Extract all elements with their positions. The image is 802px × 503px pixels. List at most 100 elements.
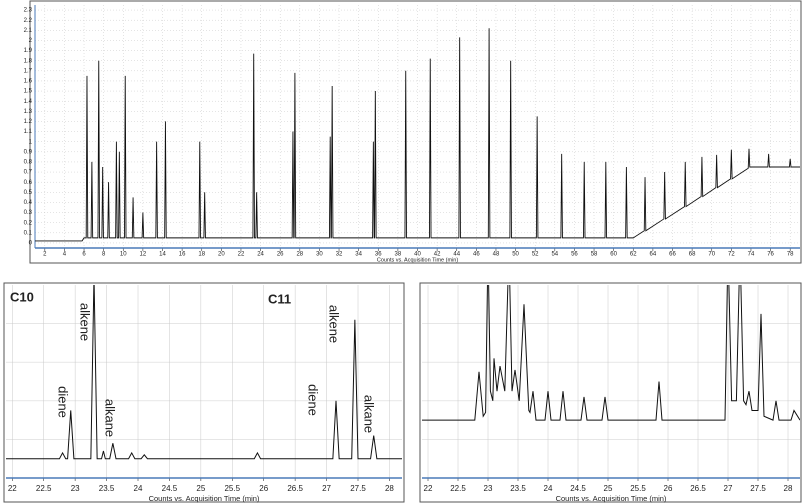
x-tick-label: 6: [82, 252, 86, 258]
x-tick-label: 46: [473, 252, 480, 258]
y-tick-label: 0.8: [24, 160, 33, 166]
x-tick-label: 23.5: [510, 484, 526, 493]
peak-annotation: C11: [268, 291, 291, 306]
x-tick-label: 14: [159, 252, 166, 258]
y-tick-label: 1.3: [24, 109, 33, 115]
x-tick-label: 26: [277, 252, 284, 258]
y-tick-label: 0.1: [24, 230, 33, 236]
y-tick-label: 1.5: [24, 89, 33, 95]
x-tick-label: 24: [257, 252, 264, 258]
panel-frame: [29, 0, 802, 264]
x-tick-label: 25: [196, 484, 205, 493]
x-axis-label: Counts vs. Acquisition Time (min): [149, 494, 260, 503]
y-tick-label: 1.1: [24, 129, 33, 135]
x-tick-label: 22: [8, 484, 17, 493]
x-tick-label: 40: [414, 252, 421, 258]
x-tick-label: 23: [484, 484, 493, 493]
x-tick-label: 36: [375, 252, 382, 258]
x-tick-label: 12: [140, 252, 147, 258]
x-tick-label: 8: [102, 252, 106, 258]
x-tick-label: 22: [424, 484, 433, 493]
y-tick-label: 2.2: [24, 18, 33, 24]
peak-annotation: diene: [56, 386, 71, 418]
x-tick-label: 25.5: [630, 484, 646, 493]
x-tick-label: 74: [748, 252, 755, 258]
x-tick-label: 42: [434, 252, 441, 258]
y-tick-label: 0.5: [24, 190, 33, 196]
peak-annotation: diene: [306, 384, 321, 416]
y-tick-label: 0.6: [24, 180, 33, 186]
x-tick-label: 2: [43, 252, 47, 258]
y-tick-label: 2.3: [24, 8, 33, 14]
x-tick-label: 20: [218, 252, 225, 258]
x-tick-label: 72: [728, 252, 735, 258]
x-tick-label: 28: [296, 252, 303, 258]
x-tick-label: 30: [316, 252, 323, 258]
x-tick-label: 23.5: [99, 484, 115, 493]
x-tick-label: 64: [650, 252, 657, 258]
x-tick-label: 68: [689, 252, 696, 258]
x-tick-label: 25: [604, 484, 613, 493]
x-tick-label: 28: [784, 484, 793, 493]
x-tick-label: 26.5: [287, 484, 303, 493]
x-tick-label: 24.5: [162, 484, 178, 493]
x-tick-label: 34: [355, 252, 362, 258]
x-tick-label: 66: [669, 252, 676, 258]
x-tick-label: 32: [336, 252, 343, 258]
x-tick-label: 62: [630, 252, 637, 258]
chromatogram-trace: [35, 28, 800, 242]
x-tick-label: 10: [120, 252, 127, 258]
x-tick-label: 44: [453, 252, 460, 258]
x-tick-label: 26: [259, 484, 268, 493]
y-tick-label: 2.1: [24, 28, 33, 34]
y-tick-label: 1.7: [24, 68, 33, 74]
peak-annotation: alkane: [362, 395, 377, 433]
x-tick-label: 27: [322, 484, 331, 493]
y-tick-label: 1.8: [24, 58, 33, 64]
x-tick-label: 70: [708, 252, 715, 258]
x-tick-label: 18: [198, 252, 205, 258]
x-tick-label: 24.5: [570, 484, 586, 493]
x-tick-label: 24: [134, 484, 143, 493]
x-tick-label: 28: [385, 484, 394, 493]
x-tick-label: 54: [551, 252, 558, 258]
y-tick-label: 0.3: [24, 210, 33, 216]
x-tick-label: 60: [610, 252, 617, 258]
y-tick-label: 2: [29, 38, 33, 44]
x-tick-label: 78: [787, 252, 794, 258]
y-tick-label: 0.2: [24, 220, 33, 226]
x-tick-label: 26: [664, 484, 673, 493]
peak-annotation: alkene: [78, 303, 93, 341]
y-tick-label: 1: [29, 139, 33, 145]
x-tick-label: 27.5: [750, 484, 766, 493]
x-tick-label: 52: [532, 252, 539, 258]
y-tick-label: 1.4: [24, 99, 33, 105]
x-tick-label: 16: [179, 252, 186, 258]
x-tick-label: 27: [724, 484, 733, 493]
y-tick-label: 0.4: [24, 200, 33, 206]
x-tick-label: 22: [238, 252, 245, 258]
y-tick-label: 1.9: [24, 48, 33, 54]
y-tick-label: 0: [29, 241, 33, 247]
peak-annotation: C10: [10, 289, 34, 304]
x-tick-label: 76: [767, 252, 774, 258]
x-tick-label: 23: [71, 484, 80, 493]
x-tick-label: 25.5: [224, 484, 240, 493]
x-tick-label: 22.5: [450, 484, 466, 493]
x-tick-label: 22.5: [36, 484, 52, 493]
x-tick-label: 38: [395, 252, 402, 258]
y-tick-label: 0.9: [24, 149, 33, 155]
x-tick-label: 27.5: [350, 484, 366, 493]
panel-frame: [3, 282, 405, 503]
x-tick-label: 56: [571, 252, 578, 258]
x-tick-label: 58: [591, 252, 598, 258]
y-tick-label: 1.2: [24, 119, 33, 125]
chromatogram-trace: [6, 285, 402, 460]
peak-annotation: alkene: [327, 305, 342, 343]
panel-frame: [419, 282, 802, 503]
x-tick-label: 4: [63, 252, 67, 258]
y-tick-label: 1.6: [24, 79, 33, 85]
x-tick-label: 24: [544, 484, 553, 493]
